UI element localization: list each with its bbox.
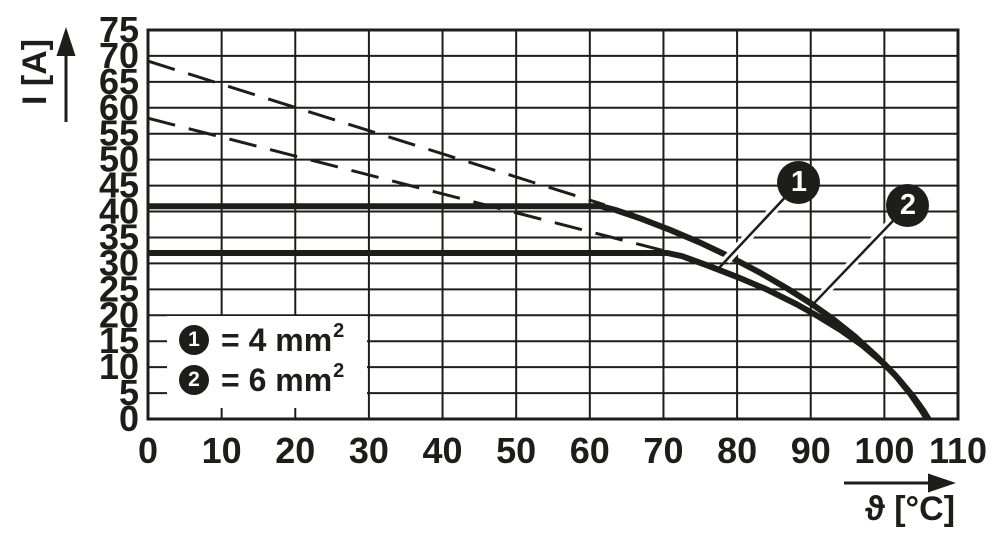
derating-line-4mm — [147, 116, 672, 254]
y-tick-label: 25 — [99, 268, 139, 309]
legend-label-text: = 6 mm — [221, 361, 333, 398]
y-tick-label: 35 — [99, 216, 139, 257]
y-tick-label: 15 — [99, 320, 139, 361]
y-tick-label: 55 — [99, 113, 139, 154]
y-tick-label: 75 — [99, 9, 139, 50]
x-tick-label: 30 — [349, 430, 389, 471]
y-tick-label: 65 — [99, 61, 139, 102]
x-tick-label: 60 — [570, 430, 610, 471]
y-tick-label: 10 — [99, 346, 139, 387]
plot-border — [146, 28, 960, 421]
legend-label-4mm: = 4 mm2 — [221, 319, 345, 359]
y-tick-label: 40 — [99, 191, 139, 232]
x-tick-label: 90 — [791, 430, 831, 471]
legend-label-text: = 4 mm — [221, 321, 333, 358]
y-tick-label: 30 — [99, 242, 139, 283]
y-tick-label: 0 — [119, 398, 139, 439]
legend-label-superscript: 2 — [333, 359, 345, 382]
x-tick-label: 0 — [138, 430, 158, 471]
y-tick-label: 20 — [99, 294, 139, 335]
curve-1-4mm — [148, 250, 932, 421]
legend: 1 = 4 mm2 2 = 6 mm2 — [167, 316, 367, 408]
x-tick-label: 40 — [423, 430, 463, 471]
legend-label-superscript: 2 — [333, 319, 345, 342]
y-tick-label: 60 — [99, 87, 139, 128]
x-tick-label: 70 — [643, 430, 683, 471]
legend-item-6mm: 2 = 6 mm2 — [167, 360, 367, 400]
x-tick-label: 20 — [275, 430, 315, 471]
legend-marker-1: 1 — [179, 325, 209, 355]
y-tick-label: 70 — [99, 35, 139, 76]
x-tick-label: 100 — [854, 430, 914, 471]
callout-label: 2 — [899, 188, 916, 221]
callout-marker-2: 2 — [886, 183, 930, 227]
x-tick-label: 80 — [717, 430, 757, 471]
x-axis-title: ϑ [°C] — [864, 490, 956, 528]
y-tick-label: 5 — [119, 372, 139, 413]
y-tick-label: 45 — [99, 165, 139, 206]
y-axis-title: I [A] — [16, 38, 54, 106]
callout-label: 1 — [790, 165, 807, 198]
legend-item-4mm: 1 = 4 mm2 — [167, 320, 367, 360]
y-axis-arrow-head — [56, 27, 76, 56]
legend-marker-2: 2 — [179, 365, 209, 395]
derating-line-6mm — [147, 59, 605, 207]
x-axis-arrow-head — [928, 473, 956, 493]
x-tick-label: 110 — [929, 430, 987, 471]
x-tick-label: 50 — [496, 430, 536, 471]
callout-marker-1: 1 — [777, 160, 821, 204]
y-tick-label: 50 — [99, 139, 139, 180]
x-tick-label: 10 — [202, 430, 242, 471]
legend-label-6mm: = 6 mm2 — [221, 359, 345, 399]
